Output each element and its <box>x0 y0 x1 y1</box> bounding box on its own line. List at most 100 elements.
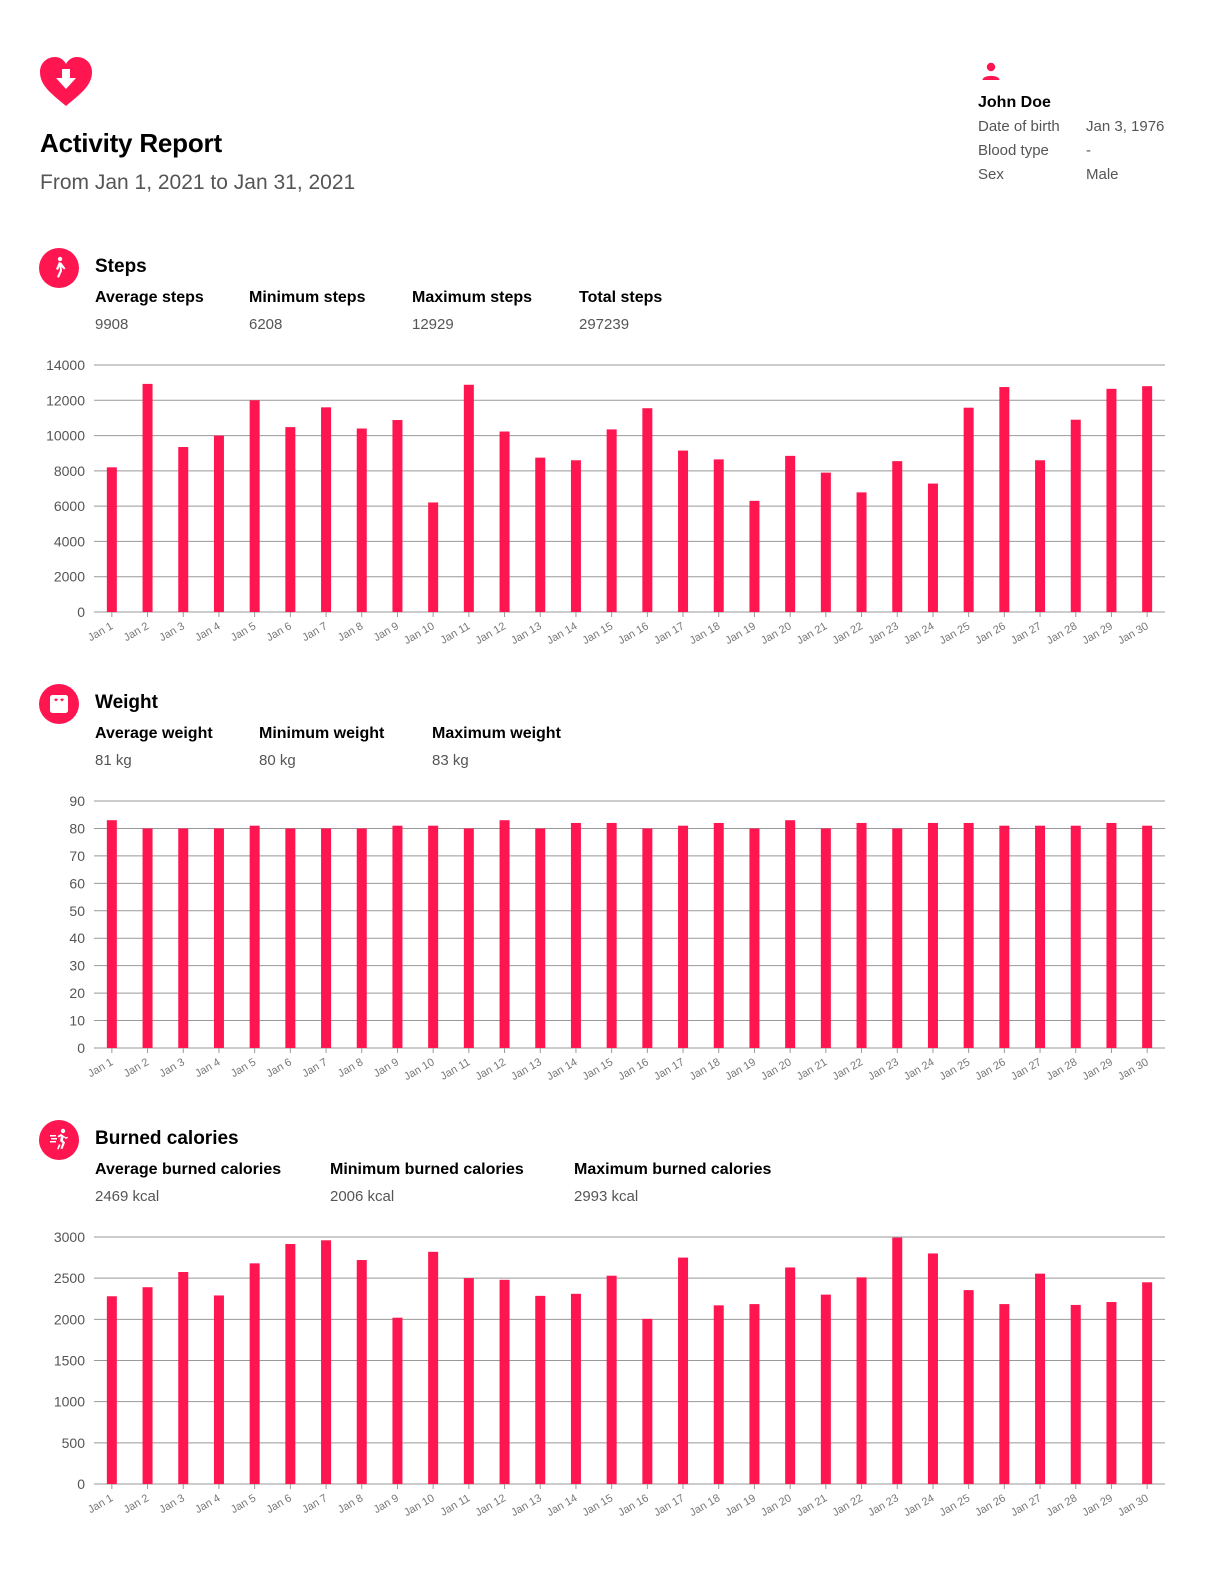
x-tick-label: Jan 12 <box>473 1056 508 1083</box>
bar <box>1106 1302 1117 1484</box>
bar <box>1142 386 1153 612</box>
x-tick-label: Jan 1 <box>86 1056 115 1080</box>
profile-row-blood-type: Blood type - <box>978 142 1164 166</box>
bar <box>428 825 439 1048</box>
weight-stats: Average weight 81 kg Minimum weight 80 k… <box>95 725 561 769</box>
x-tick-label: Jan 17 <box>652 1056 687 1083</box>
stat-minimum-steps: Minimum steps 6208 <box>249 289 412 333</box>
x-tick-label: Jan 19 <box>723 1056 758 1083</box>
bar <box>749 1304 760 1484</box>
stat-label: Maximum burned calories <box>574 1161 772 1178</box>
x-tick-label: Jan 10 <box>402 1492 437 1519</box>
x-tick-label: Jan 22 <box>830 620 865 647</box>
y-tick-label: 2000 <box>54 1311 85 1327</box>
bar <box>249 825 260 1048</box>
scale-icon <box>39 684 79 724</box>
section-title: Weight <box>95 692 158 713</box>
y-tick-label: 90 <box>69 793 85 809</box>
bar <box>963 1290 974 1484</box>
bar <box>463 1278 474 1484</box>
weight-chart: 0 10 20 30 40 50 60 70 80 90 Jan 1 Jan 2 Jan 3 Jan 4 J… <box>0 786 1224 1096</box>
bar <box>106 1296 117 1484</box>
blood-type-label: Blood type <box>978 142 1049 159</box>
x-tick-label: Jan 3 <box>157 1492 186 1516</box>
bar <box>927 483 938 612</box>
steps-chart-svg: 0 2000 4000 6000 8000 10000 12000 14000 Jan 1 Jan… <box>46 357 1165 647</box>
x-tick-label: Jan 15 <box>581 620 616 647</box>
stat-value: 297239 <box>579 316 630 333</box>
y-tick-label: 1000 <box>54 1394 85 1410</box>
x-tick-label: Jan 11 <box>438 1492 472 1519</box>
x-tick-label: Jan 7 <box>300 1492 329 1516</box>
x-tick-label: Jan 27 <box>1009 620 1044 647</box>
x-tick-label: Jan 9 <box>372 1056 401 1080</box>
stat-average-calories: Average burned calories 2469 kcal <box>95 1161 330 1205</box>
bar <box>499 1279 510 1484</box>
bar <box>106 820 117 1048</box>
bar <box>999 1304 1010 1484</box>
bar <box>606 822 617 1048</box>
x-tick-label: Jan 29 <box>1080 620 1115 647</box>
stat-value: 81 kg <box>95 752 132 769</box>
calories-stats: Average burned calories 2469 kcal Minimu… <box>95 1161 771 1205</box>
x-tick-label: Jan 6 <box>265 1492 294 1516</box>
x-tick-label: Jan 13 <box>509 1056 544 1083</box>
x-tick-label: Jan 21 <box>795 1056 830 1083</box>
y-tick-label: 1500 <box>54 1353 85 1369</box>
x-tick-label: Jan 5 <box>229 620 258 644</box>
bar <box>356 428 367 612</box>
bar <box>785 820 796 1048</box>
x-tick-label: Jan 9 <box>372 620 401 644</box>
bar <box>856 822 867 1048</box>
x-tick-label: Jan 15 <box>581 1056 616 1083</box>
stat-label: Maximum weight <box>432 725 561 742</box>
x-tick-label: Jan 30 <box>1116 1056 1151 1083</box>
y-tick-label: 2000 <box>54 569 85 585</box>
x-tick-label: Jan 3 <box>157 1056 186 1080</box>
bar <box>785 1267 796 1484</box>
x-tick-label: Jan 4 <box>193 1056 222 1080</box>
bar <box>142 1287 153 1484</box>
x-tick-label: Jan 24 <box>902 1492 937 1519</box>
x-tick-label: Jan 17 <box>652 620 687 647</box>
x-tick-label: Jan 10 <box>402 1056 437 1083</box>
blood-type-value: - <box>1086 142 1091 159</box>
bar <box>1106 822 1117 1048</box>
x-tick-label: Jan 27 <box>1009 1056 1044 1083</box>
x-tick-label: Jan 2 <box>122 1056 151 1080</box>
y-tick-label: 40 <box>69 930 85 946</box>
bar <box>356 1260 367 1484</box>
y-tick-label: 2500 <box>54 1270 85 1286</box>
bar <box>499 431 510 612</box>
bar <box>535 828 546 1048</box>
x-tick-label: Jan 5 <box>229 1056 258 1080</box>
x-tick-label: Jan 14 <box>545 1056 580 1083</box>
bar <box>749 500 760 612</box>
x-tick-label: Jan 22 <box>830 1056 865 1083</box>
x-tick-label: Jan 4 <box>193 620 222 644</box>
y-tick-label: 0 <box>77 604 85 620</box>
bar <box>178 1271 189 1484</box>
stat-maximum-weight: Maximum weight 83 kg <box>432 725 561 769</box>
profile-row-dob: Date of birth Jan 3, 1976 <box>978 118 1164 142</box>
bar <box>570 822 581 1048</box>
x-tick-label: Jan 28 <box>1045 1056 1080 1083</box>
sex-value: Male <box>1086 166 1119 183</box>
x-tick-label: Jan 20 <box>759 1056 794 1083</box>
x-tick-label: Jan 1 <box>86 1492 115 1516</box>
x-tick-label: Jan 6 <box>265 1056 294 1080</box>
bar <box>213 435 224 612</box>
section-title: Steps <box>95 256 147 277</box>
x-tick-label: Jan 28 <box>1045 1492 1080 1519</box>
bar <box>892 461 903 612</box>
x-tick-label: Jan 3 <box>157 620 186 644</box>
x-tick-label: Jan 19 <box>723 1492 758 1519</box>
bar <box>535 457 546 612</box>
stat-label: Average steps <box>95 289 204 306</box>
x-tick-label: Jan 7 <box>300 620 329 644</box>
bar <box>463 828 474 1048</box>
bar <box>178 447 189 612</box>
bar <box>142 828 153 1048</box>
x-tick-label: Jan 18 <box>688 1056 723 1083</box>
bar <box>820 828 831 1048</box>
